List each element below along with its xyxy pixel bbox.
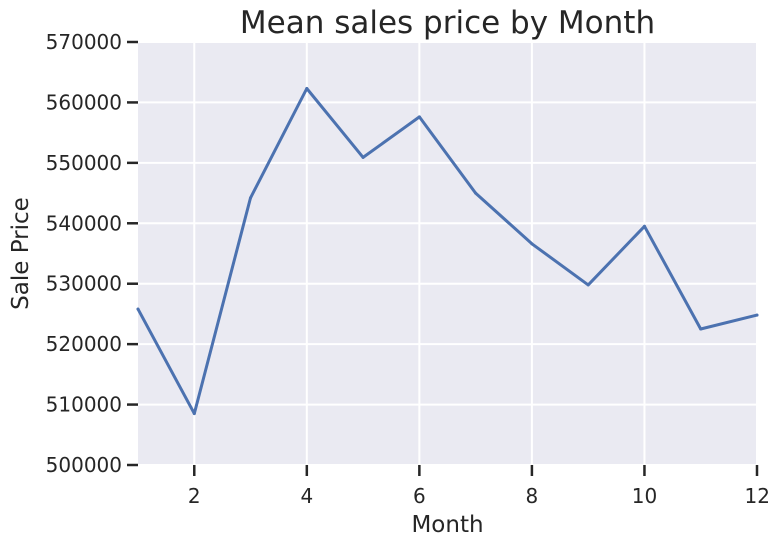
data-point [642, 224, 646, 228]
y-tick-label: 560000 [46, 90, 122, 114]
x-tick-label: 10 [632, 484, 657, 508]
x-tick-label: 8 [526, 484, 539, 508]
x-tick-label: 6 [413, 484, 426, 508]
y-tick-label: 570000 [46, 30, 122, 54]
data-point [474, 191, 478, 195]
chart-title: Mean sales price by Month [240, 5, 655, 41]
y-tick-label: 510000 [46, 393, 122, 417]
data-point [417, 115, 421, 119]
x-tick-label: 2 [188, 484, 201, 508]
y-tick-label: 530000 [46, 272, 122, 296]
y-axis-label: Sale Price [8, 197, 34, 310]
series-line [136, 87, 759, 416]
series-layer [136, 87, 759, 416]
y-axis: 500000 510000 520000 530000 540000 550000 5600… [46, 30, 138, 477]
x-axis-label: Month [411, 512, 483, 538]
data-point [699, 327, 703, 331]
data-point [530, 242, 534, 246]
y-tick-label: 500000 [46, 453, 122, 477]
x-tick-label: 4 [300, 484, 313, 508]
data-point [755, 313, 759, 317]
x-tick-label: 12 [745, 484, 770, 508]
data-point [586, 283, 590, 287]
y-tick-label: 540000 [46, 211, 122, 235]
plot-area [138, 42, 757, 465]
y-tick-label: 550000 [46, 151, 122, 175]
data-point [305, 87, 309, 91]
x-axis: 2 4 6 8 10 12 [188, 465, 770, 508]
data-point [192, 412, 196, 416]
grid [138, 41, 758, 466]
data-point [136, 307, 140, 311]
data-point [249, 196, 253, 200]
data-point [361, 155, 365, 159]
y-tick-label: 520000 [46, 332, 122, 356]
